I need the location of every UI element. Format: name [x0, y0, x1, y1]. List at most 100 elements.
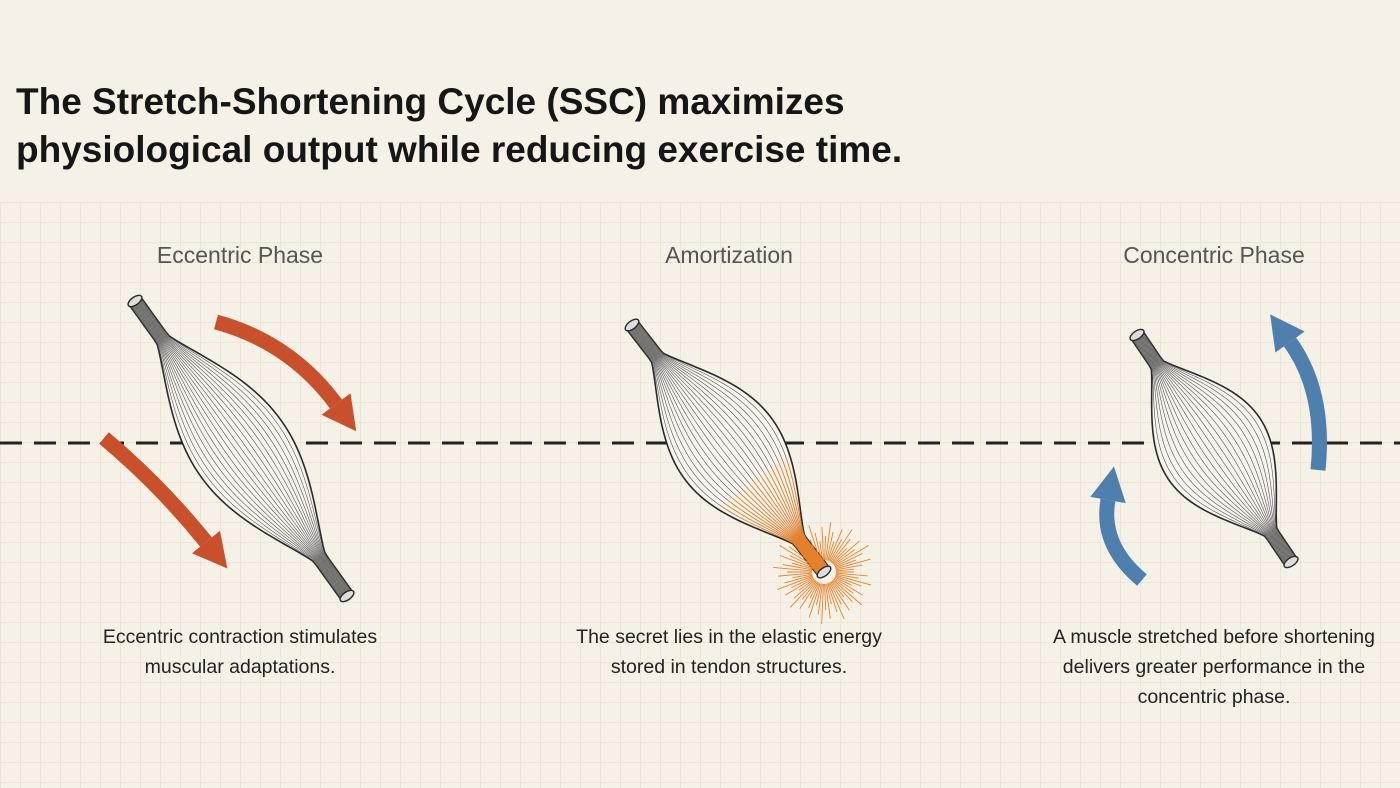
muscle-fiber [1137, 334, 1292, 562]
muscle-fiber [1133, 336, 1289, 565]
caption-line: Eccentric contraction stimulates [103, 626, 377, 648]
muscle-fiber [1141, 331, 1296, 560]
tendon-end [339, 589, 355, 603]
energy-ray [809, 539, 820, 562]
tendon-energy [739, 492, 823, 574]
energy-ray [793, 579, 816, 599]
muscle-fiber [1140, 332, 1295, 560]
energy-ray [831, 580, 853, 602]
muscle-fiber [1138, 333, 1293, 561]
phase-heading: Amortization [665, 242, 793, 268]
caption-line: stored in tendon structures. [611, 656, 847, 678]
energy-ray [790, 536, 817, 564]
muscle-fiber [1135, 336, 1290, 564]
muscle-fiber [130, 303, 344, 600]
phase-heading: Eccentric Phase [157, 242, 323, 268]
energy-ray [807, 546, 818, 563]
muscle-fiber [139, 297, 353, 593]
tendon-energy [746, 486, 824, 574]
energy-ray [828, 582, 845, 620]
muscle-fiber [1136, 334, 1292, 563]
energy-ray [821, 583, 824, 624]
arrow-shaft [214, 314, 343, 409]
energy-ray [835, 558, 871, 570]
energy-ray [824, 583, 827, 610]
muscle-fiber [136, 299, 349, 595]
muscle-fiber [1140, 332, 1296, 560]
energy-ray [824, 536, 827, 561]
muscle-fiber [131, 302, 345, 599]
tendon-energy [781, 459, 829, 569]
energy-ray [830, 529, 853, 563]
muscle-fiber [133, 301, 347, 597]
energy-ray [788, 546, 815, 566]
energy-ray [792, 573, 813, 579]
arrow-head [321, 393, 357, 432]
energy-ray [831, 538, 851, 563]
muscle-fiber [1132, 337, 1287, 566]
energy-ray [799, 541, 817, 563]
energy-ray [777, 575, 813, 590]
energy-ray [789, 555, 814, 568]
energy-ray [835, 574, 872, 586]
energy-ray [792, 562, 813, 570]
energy-ray [835, 564, 863, 571]
arrow-shaft [1099, 498, 1147, 586]
muscle-fiber [134, 300, 348, 597]
caption-line: concentric phase. [1138, 686, 1291, 708]
energy-ray [778, 572, 813, 577]
energy-ray [798, 578, 815, 591]
energy-ray [779, 544, 814, 567]
energy-ray [827, 583, 838, 613]
energy-ray [809, 582, 819, 599]
phase-heading: Concentric Phase [1123, 242, 1305, 268]
muscle-fiber [1137, 334, 1293, 562]
energy-ray [791, 576, 814, 589]
energy-ray [825, 583, 831, 619]
muscle-fiber [1139, 333, 1294, 561]
energy-ray [817, 583, 823, 615]
muscle-fiber [1135, 335, 1291, 563]
energy-ray [829, 539, 842, 562]
energy-ray [785, 577, 814, 596]
tendon-energy [756, 478, 825, 572]
energy-ray [784, 574, 813, 584]
energy-ray [825, 522, 832, 561]
energy-ray [773, 566, 813, 572]
illustrations [99, 294, 1327, 624]
energy-ray [835, 568, 854, 572]
energy-ray [833, 578, 854, 594]
muscle-fiber [130, 304, 343, 600]
muscle-fiber [134, 301, 347, 597]
energy-ray [814, 532, 822, 561]
energy-ray [779, 555, 813, 569]
muscle-fiber [129, 304, 343, 600]
muscle-fiber [132, 302, 345, 598]
tendon-energy [785, 456, 830, 569]
muscle-fiber [131, 303, 344, 599]
energy-ray [782, 564, 813, 571]
energy-ray [834, 577, 863, 596]
energy-ray [826, 531, 834, 561]
arrow-head [1270, 314, 1305, 353]
energy-ray [835, 575, 862, 587]
energy-ray [833, 549, 856, 566]
energy-ray [831, 581, 845, 598]
tendon-end [624, 318, 640, 332]
muscle-fiber [135, 300, 349, 596]
caption-line: A muscle stretched before shortening [1053, 626, 1375, 648]
tendon-energy [728, 500, 821, 576]
title-line: The Stretch-Shortening Cycle (SSC) maxim… [16, 81, 845, 122]
arrow-shaft [99, 432, 212, 547]
muscle-fiber [133, 302, 346, 598]
arrow-head [1090, 466, 1126, 504]
energy-ray [799, 581, 818, 609]
tendon-energy [731, 497, 822, 575]
title-line: physiological output while reducing exer… [16, 129, 902, 170]
arrow-shaft [1283, 337, 1327, 471]
tendon-energy [749, 483, 824, 573]
caption-line: delivers greater performance in the [1063, 656, 1365, 678]
muscle-fiber [1131, 338, 1287, 566]
energy-ray [808, 525, 821, 561]
